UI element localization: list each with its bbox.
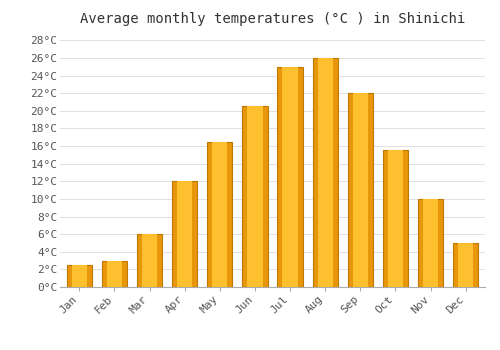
Bar	[312, 58, 338, 287]
Bar	[177, 181, 192, 287]
Bar	[66, 265, 92, 287]
Bar	[207, 142, 233, 287]
Bar	[458, 243, 473, 287]
Bar	[142, 234, 157, 287]
Bar	[453, 243, 478, 287]
Title: Average monthly temperatures (°C ) in Shinichi: Average monthly temperatures (°C ) in Sh…	[80, 12, 465, 26]
Bar	[172, 181, 198, 287]
Bar	[348, 93, 373, 287]
Bar	[278, 67, 302, 287]
Bar	[72, 265, 87, 287]
Bar	[212, 142, 228, 287]
Bar	[423, 199, 438, 287]
Bar	[107, 260, 122, 287]
Bar	[352, 93, 368, 287]
Bar	[248, 106, 262, 287]
Bar	[318, 58, 333, 287]
Bar	[282, 67, 298, 287]
Bar	[383, 150, 408, 287]
Bar	[137, 234, 162, 287]
Bar	[418, 199, 443, 287]
Bar	[102, 260, 127, 287]
Bar	[388, 150, 403, 287]
Bar	[242, 106, 268, 287]
